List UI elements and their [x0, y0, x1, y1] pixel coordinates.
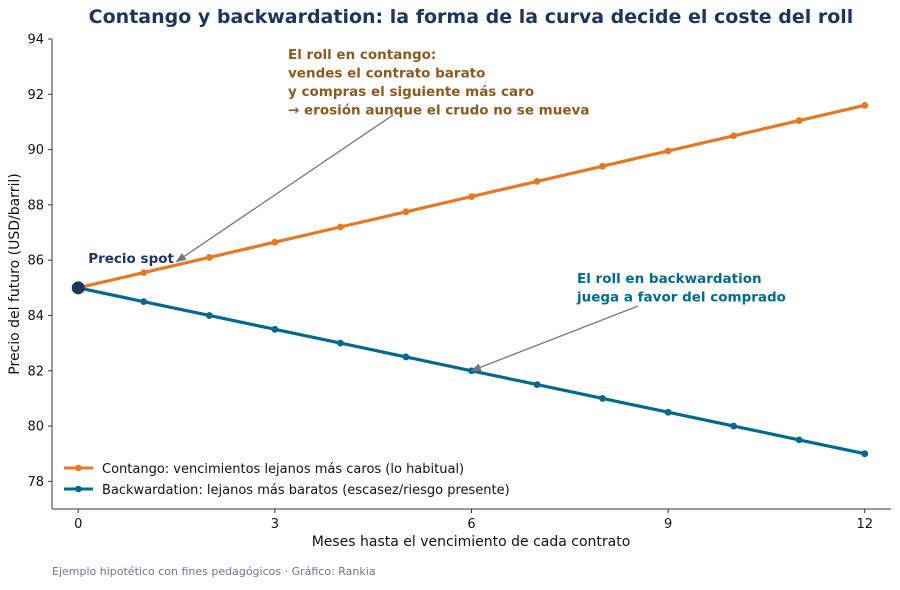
series-0-point [271, 238, 279, 246]
annotation-1-line: juega a favor del comprado [576, 290, 786, 306]
annotation-arrow-0 [175, 114, 394, 263]
series-1-point [337, 339, 344, 347]
series-1-point [664, 408, 672, 416]
series-0-point [337, 223, 344, 231]
y-tick-label: 90 [27, 143, 44, 158]
series-0-point [205, 254, 213, 261]
series-1-point [730, 422, 738, 430]
legend-marker-contango [75, 464, 82, 472]
spot-marker [71, 281, 85, 295]
y-tick-label: 82 [27, 364, 44, 379]
annotation-layer: El roll en contango: vendes el contrato b… [175, 47, 786, 372]
annotation-0-line: vendes el contrato barato [288, 66, 485, 82]
series-1-point [402, 353, 410, 361]
annotation-0-line: → erosión aunque el crudo no se mueva [288, 103, 589, 119]
x-tick-label: 9 [664, 517, 672, 532]
series-0-point [599, 162, 606, 170]
series-1-point [533, 381, 541, 388]
y-tick-label: 94 [27, 33, 44, 48]
y-tick-label: 78 [27, 475, 44, 490]
series-1-point [861, 450, 869, 458]
x-tick-label: 12 [857, 517, 874, 532]
series-0-point [730, 132, 738, 140]
annotation-arrow-1 [470, 305, 639, 372]
series-0-point [795, 117, 803, 124]
series-0-point [402, 208, 410, 216]
y-tick-label: 84 [27, 309, 44, 324]
x-tick-label: 0 [74, 517, 82, 532]
y-axis-label: Precio del futuro (USD/barril) [7, 173, 23, 374]
y-tick-label: 88 [27, 198, 44, 213]
series-0-point [861, 101, 869, 109]
legend-marker-backwardation [75, 485, 82, 493]
series-1-point [140, 298, 148, 306]
chart-title: Contango y backwardation: la forma de la… [89, 6, 854, 28]
y-tick-label: 80 [27, 420, 44, 435]
series-1-point [599, 395, 606, 402]
y-tick-label: 92 [27, 88, 44, 103]
axes: 78 80 82 84 86 88 90 92 94 0 3 6 9 12 [27, 33, 891, 532]
annotation-0-line: y compras el siguiente más caro [288, 84, 534, 100]
series-1-point [271, 325, 279, 333]
series-0-point [533, 177, 541, 185]
annotation-0-line: El roll en contango: [288, 47, 436, 63]
legend-label-backwardation: Backwardation: lejanos más baratos (esca… [102, 483, 510, 498]
y-tick-label: 86 [27, 254, 44, 269]
series-0-point [664, 147, 672, 155]
x-axis-label: Meses hasta el vencimiento de cada contr… [312, 534, 631, 550]
series-1-point [795, 436, 803, 444]
x-tick-label: 6 [467, 517, 475, 532]
series-1-point [205, 312, 213, 319]
legend-label-contango: Contango: vencimientos lejanos más caros… [102, 462, 464, 477]
legend: Contango: vencimientos lejanos más caros… [64, 462, 510, 498]
footnote: Ejemplo hipotético con fines pedagógicos… [52, 565, 376, 578]
spot-label: Precio spot [88, 251, 174, 267]
x-tick-label: 3 [271, 517, 279, 532]
series-0-point [468, 193, 475, 200]
annotation-1-line: El roll en backwardation [577, 271, 762, 287]
series-0-point [140, 269, 148, 277]
